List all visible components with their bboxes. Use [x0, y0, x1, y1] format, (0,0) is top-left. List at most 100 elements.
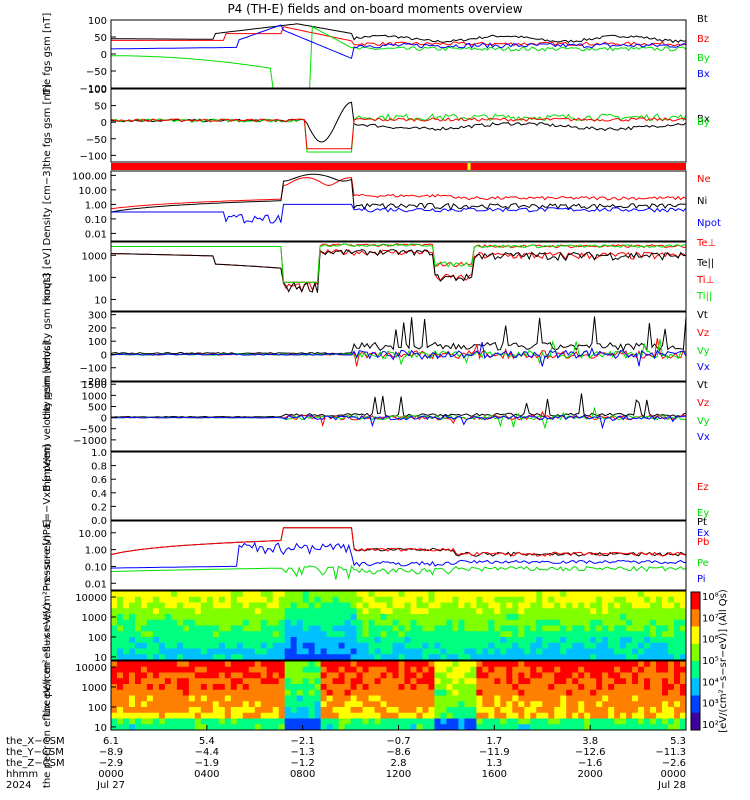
heatmap-cell — [548, 661, 555, 668]
heatmap-cell — [182, 631, 190, 638]
heatmap-cell — [542, 724, 549, 731]
heatmap-cell — [650, 684, 657, 691]
heatmap-cell — [458, 707, 465, 714]
heatmap-cell — [272, 648, 280, 655]
heatmap-cell — [452, 619, 459, 626]
heatmap-cell — [602, 707, 609, 714]
heatmap-cell — [638, 642, 645, 649]
heatmap-cell — [572, 672, 579, 679]
heatmap-cell — [530, 718, 537, 725]
heatmap-cell — [578, 707, 585, 714]
heatmap-cell — [176, 631, 184, 638]
heatmap-cell — [476, 614, 483, 621]
heatmap-cell — [320, 596, 328, 603]
heatmap-cell — [158, 701, 166, 708]
heatmap-cell — [140, 666, 148, 673]
heatmap-cell — [680, 672, 687, 679]
heatmap-cell — [212, 684, 220, 691]
heatmap-cell — [338, 625, 346, 632]
heatmap-cell — [212, 648, 220, 655]
heatmap-cell — [320, 678, 328, 685]
heatmap-cell — [248, 689, 256, 696]
heatmap-cell — [494, 614, 501, 621]
heatmap-cell — [620, 724, 627, 731]
heatmap-cell — [122, 707, 130, 714]
heatmap-cell — [260, 684, 268, 691]
heatmap-cell — [350, 712, 358, 719]
heatmap-cell — [146, 591, 154, 598]
heatmap-cell — [236, 684, 244, 691]
heatmap-cell — [392, 724, 399, 731]
heatmap-cell — [134, 654, 142, 661]
heatmap-cell — [158, 642, 166, 649]
heatmap-cell — [422, 625, 429, 632]
heatmap-cell — [194, 672, 202, 679]
heatmap-cell — [134, 701, 142, 708]
heatmap-cell — [554, 602, 561, 609]
heatmap-cell — [260, 707, 268, 714]
heatmap-cell — [434, 718, 441, 725]
heatmap-cell — [668, 672, 675, 679]
heatmap-cell — [410, 718, 417, 725]
heatmap-cell — [188, 642, 196, 649]
heatmap-cell — [536, 602, 543, 609]
heatmap-cell — [584, 712, 591, 719]
heatmap-cell — [506, 625, 513, 632]
heatmap-cell — [194, 707, 202, 714]
heatmap-cell — [536, 724, 543, 731]
heatmap-cell — [200, 666, 208, 673]
heatmap-cell — [368, 712, 376, 719]
heatmap-cell — [170, 619, 178, 626]
heatmap-cell — [278, 596, 286, 603]
y-tick-label: 0.8 — [91, 462, 107, 473]
heatmap-cell — [200, 695, 208, 702]
heatmap-cell — [314, 619, 322, 626]
heatmap-cell — [111, 678, 118, 685]
heatmap-cell — [404, 672, 411, 679]
heatmap-cell — [488, 672, 495, 679]
heatmap-cell — [212, 689, 220, 696]
heatmap-cell — [266, 591, 274, 598]
heatmap-cell — [446, 602, 453, 609]
heatmap-cell — [434, 701, 441, 708]
heatmap-cell — [218, 724, 226, 731]
heatmap-cell — [374, 642, 382, 649]
heatmap-cell — [194, 648, 202, 655]
heatmap-cell — [578, 602, 585, 609]
heatmap-cell — [554, 625, 561, 632]
heatmap-cell — [278, 608, 286, 615]
heatmap-cell — [164, 666, 172, 673]
heatmap-cell — [608, 619, 615, 626]
heatmap-cell — [260, 596, 268, 603]
legend-label: Te⊥ — [696, 238, 716, 249]
heatmap-cell — [350, 701, 358, 708]
heatmap-cell — [470, 637, 477, 644]
heatmap-cell — [176, 661, 184, 668]
y-tick-label: 100 — [88, 273, 107, 284]
heatmap-cell — [302, 602, 310, 609]
heatmap-cell — [392, 591, 399, 598]
heatmap-cell — [620, 619, 627, 626]
heatmap-cell — [230, 654, 238, 661]
heatmap-cell — [362, 642, 370, 649]
heatmap-cell — [380, 712, 388, 719]
heatmap-cell — [212, 672, 220, 679]
heatmap-cell — [482, 602, 489, 609]
heatmap-cell — [111, 672, 118, 679]
heatmap-cell — [332, 666, 340, 673]
heatmap-cell — [212, 625, 220, 632]
heatmap-cell — [536, 695, 543, 702]
heatmap-cell — [338, 648, 346, 655]
heatmap-cell — [626, 689, 633, 696]
heatmap-cell — [278, 614, 286, 621]
heatmap-cell — [188, 625, 196, 632]
heatmap-cell — [356, 678, 364, 685]
heatmap-cell — [608, 591, 615, 598]
heatmap-cell — [452, 648, 459, 655]
heatmap-cell — [356, 625, 364, 632]
heatmap-cell — [416, 648, 423, 655]
heatmap-cell — [188, 689, 196, 696]
heatmap-cell — [614, 637, 621, 644]
heatmap-cell — [164, 625, 172, 632]
heatmap-cell — [632, 602, 639, 609]
